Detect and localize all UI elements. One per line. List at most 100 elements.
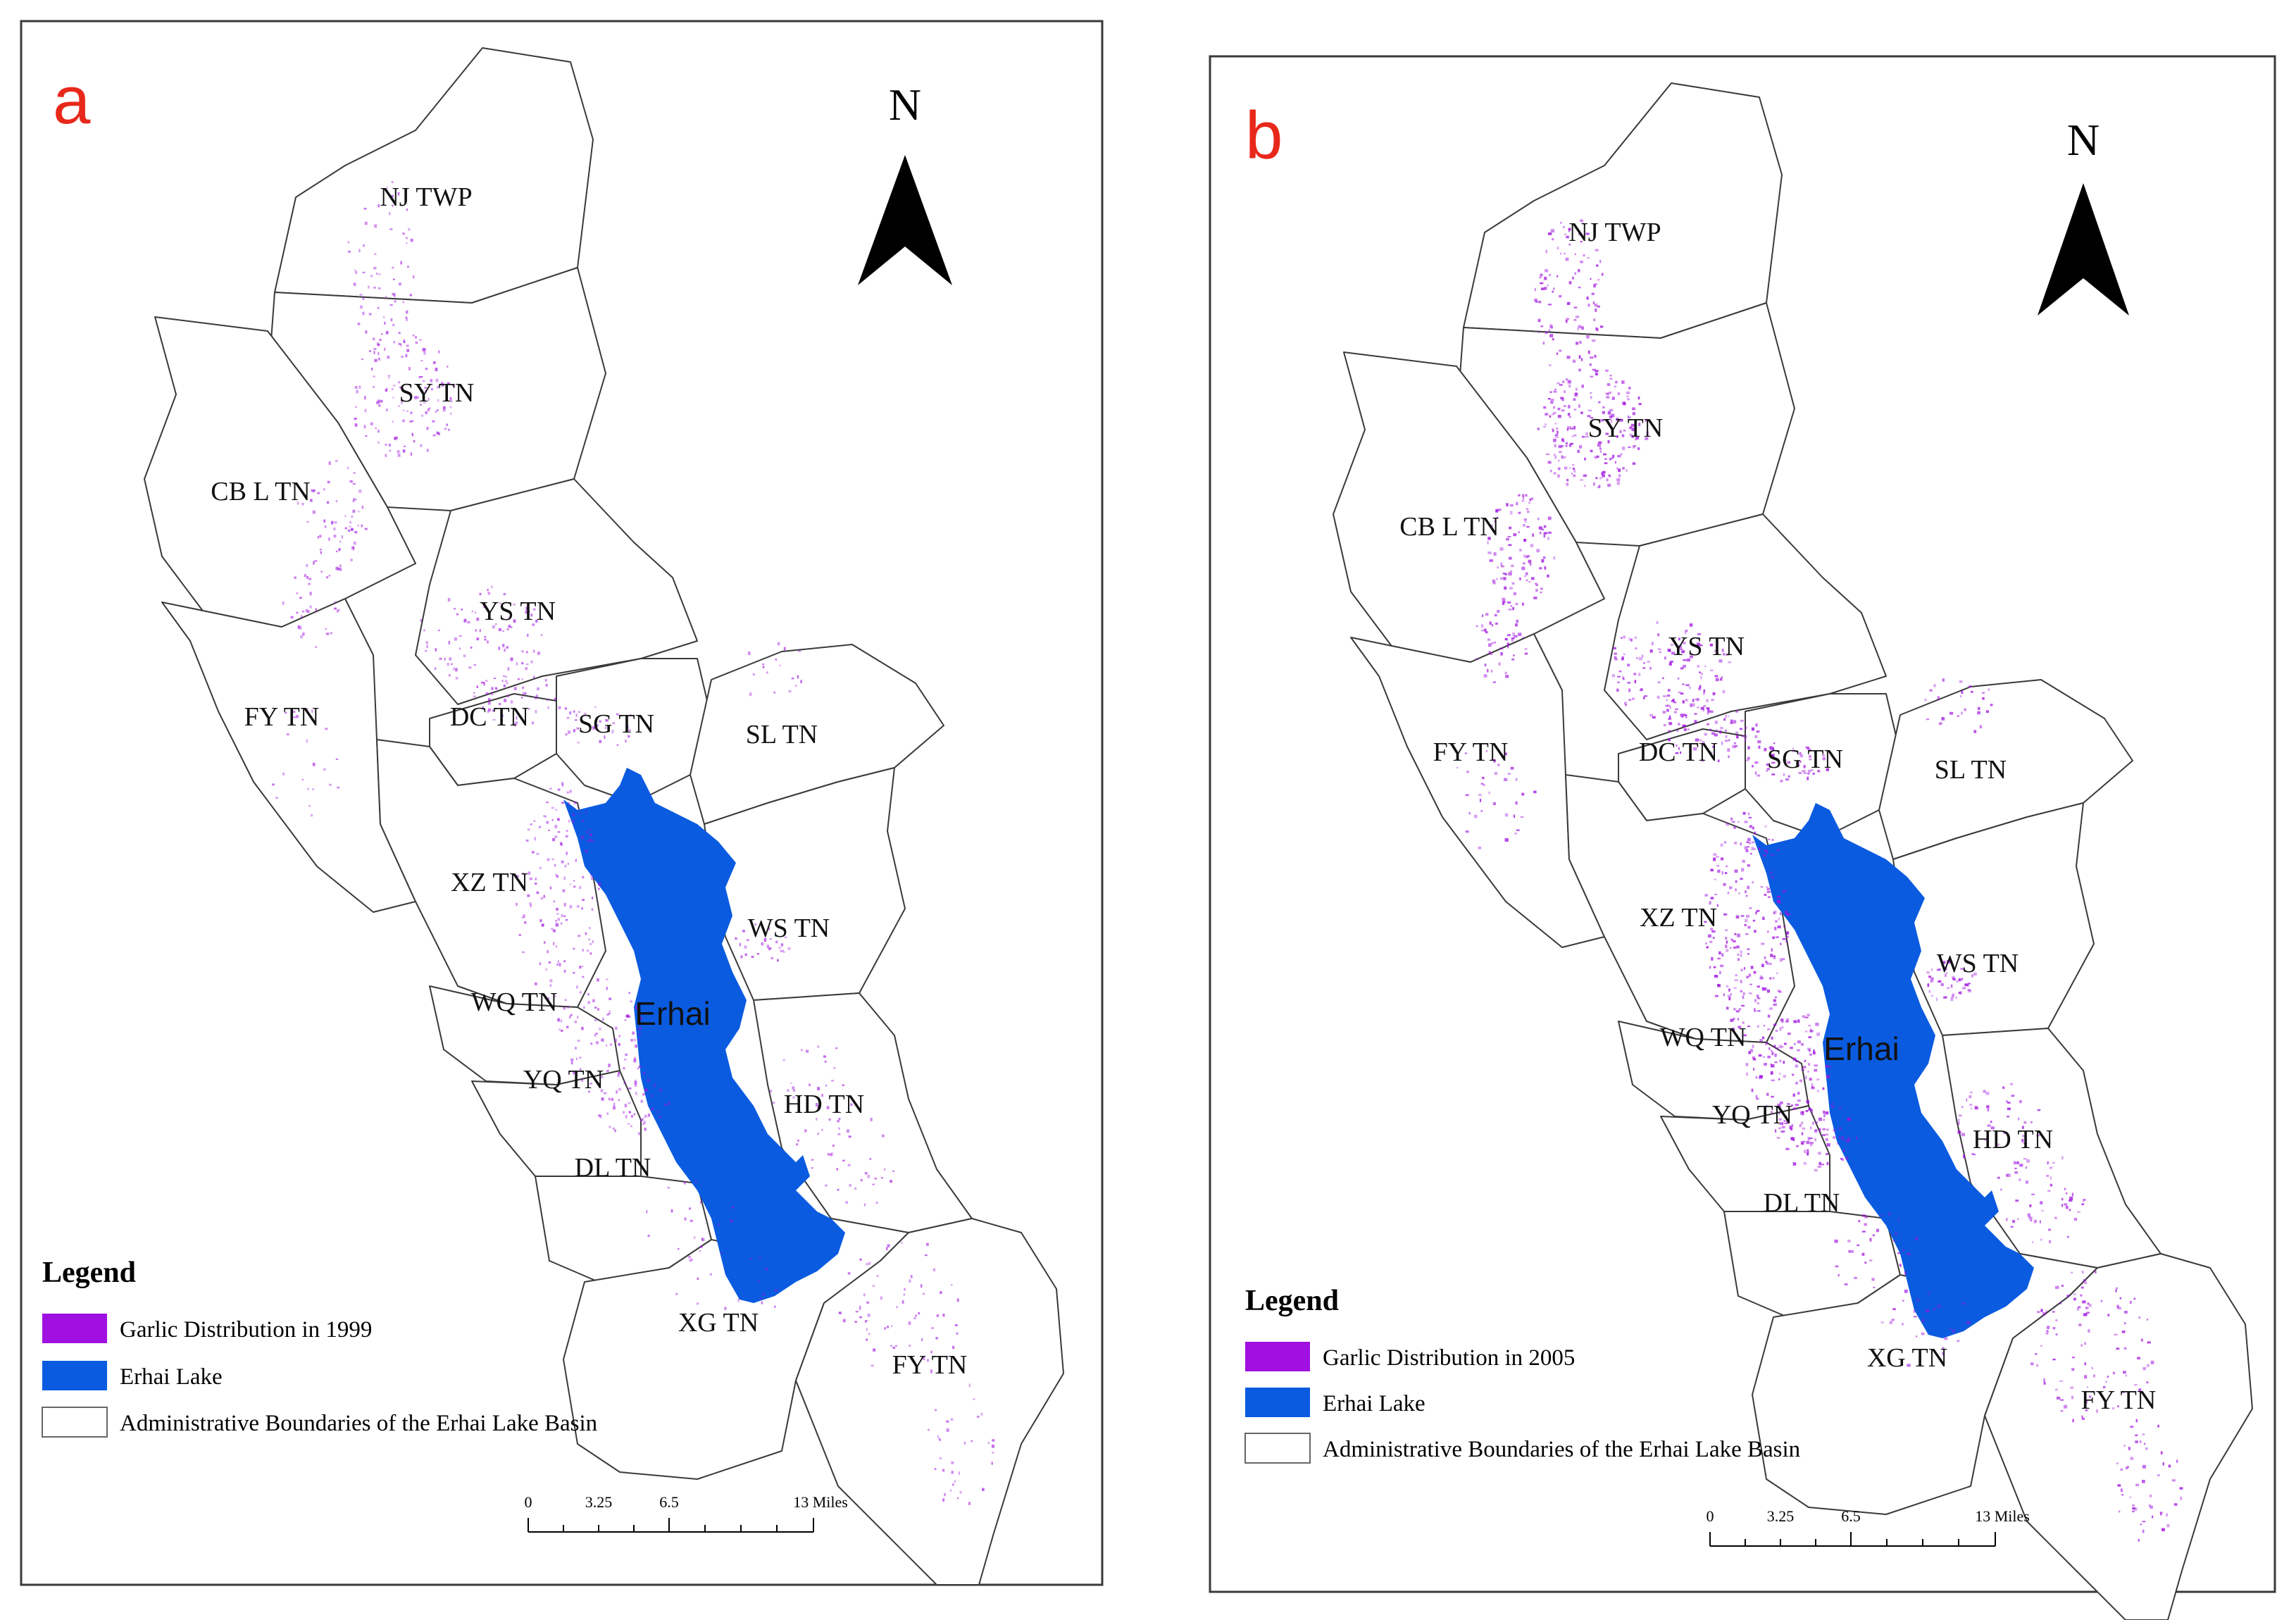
garlic-speck <box>775 659 777 661</box>
garlic-speck <box>1513 533 1517 537</box>
garlic-speck <box>2007 1173 2011 1177</box>
garlic-speck <box>556 913 559 915</box>
garlic-speck <box>506 694 509 698</box>
garlic-speck <box>1733 826 1736 829</box>
garlic-speck <box>1503 577 1506 580</box>
garlic-speck <box>434 667 437 670</box>
garlic-speck <box>525 692 527 695</box>
garlic-speck <box>1678 637 1680 641</box>
garlic-speck <box>2123 1311 2128 1314</box>
garlic-speck <box>839 1311 842 1314</box>
garlic-speck <box>1852 1250 1854 1253</box>
legend-swatch-lake <box>42 1361 107 1390</box>
garlic-speck <box>1760 975 1762 978</box>
garlic-speck <box>634 1083 637 1087</box>
garlic-speck <box>1564 252 1566 255</box>
garlic-speck <box>398 342 401 345</box>
garlic-speck <box>1611 674 1616 678</box>
garlic-speck <box>627 1123 630 1125</box>
garlic-speck <box>2030 1219 2033 1222</box>
garlic-speck <box>473 692 475 694</box>
garlic-speck <box>1769 871 1773 875</box>
garlic-speck <box>2089 1395 2092 1398</box>
garlic-speck <box>2017 1218 2019 1221</box>
garlic-speck <box>1621 658 1624 661</box>
district-label: DC TN <box>1639 737 1718 767</box>
garlic-speck <box>587 1001 591 1004</box>
garlic-speck <box>821 1094 823 1097</box>
garlic-speck <box>2006 1218 2008 1221</box>
garlic-speck <box>587 993 589 996</box>
garlic-speck <box>476 685 478 688</box>
garlic-speck <box>527 894 530 897</box>
garlic-speck <box>1792 1093 1795 1097</box>
garlic-speck <box>1899 1264 1902 1267</box>
garlic-speck <box>578 711 580 713</box>
garlic-speck <box>2033 1219 2038 1223</box>
garlic-speck <box>1808 1025 1811 1027</box>
garlic-speck <box>1842 1158 1845 1161</box>
garlic-speck <box>362 271 366 273</box>
garlic-speck <box>1686 659 1690 662</box>
garlic-speck <box>1959 680 1963 683</box>
garlic-speck <box>357 323 361 325</box>
garlic-speck <box>968 1502 971 1505</box>
garlic-speck <box>1771 1049 1773 1052</box>
garlic-speck <box>306 739 308 743</box>
garlic-speck <box>272 783 275 786</box>
garlic-speck <box>1590 375 1594 378</box>
garlic-speck <box>1614 385 1617 388</box>
garlic-speck <box>447 366 449 368</box>
garlic-speck <box>1678 747 1680 750</box>
garlic-speck <box>629 1111 631 1114</box>
garlic-speck <box>667 1187 670 1189</box>
garlic-speck <box>1495 509 1498 513</box>
garlic-speck <box>1731 821 1735 823</box>
garlic-speck <box>331 521 334 524</box>
garlic-speck <box>1719 971 1721 974</box>
garlic-speck <box>1806 747 1809 749</box>
garlic-speck <box>1552 428 1554 431</box>
garlic-speck <box>1754 930 1757 933</box>
garlic-speck <box>1632 462 1636 465</box>
garlic-speck <box>1689 655 1694 659</box>
garlic-speck <box>560 1019 563 1023</box>
garlic-speck <box>784 936 787 938</box>
garlic-speck <box>1709 901 1711 905</box>
garlic-speck <box>2132 1504 2135 1507</box>
garlic-speck <box>1752 919 1756 922</box>
garlic-speck <box>1605 369 1609 372</box>
garlic-speck <box>1814 750 1816 754</box>
garlic-speck <box>554 825 558 828</box>
garlic-speck <box>1621 419 1623 422</box>
garlic-speck <box>563 915 566 917</box>
garlic-speck <box>529 878 532 880</box>
garlic-speck <box>513 619 516 623</box>
garlic-speck <box>792 1096 795 1099</box>
garlic-speck <box>931 1327 934 1329</box>
garlic-speck <box>1709 966 1711 969</box>
garlic-speck <box>774 1305 776 1308</box>
garlic-speck <box>1593 482 1595 486</box>
garlic-speck <box>1822 754 1825 756</box>
garlic-speck <box>633 1059 637 1063</box>
garlic-speck <box>361 524 363 528</box>
garlic-speck <box>1682 683 1685 685</box>
garlic-speck <box>569 904 573 909</box>
garlic-speck <box>1487 537 1491 540</box>
garlic-speck <box>547 858 550 861</box>
garlic-speck <box>1985 1091 1990 1095</box>
garlic-speck <box>568 819 570 823</box>
garlic-speck <box>1826 1075 1830 1078</box>
garlic-speck <box>1510 766 1514 770</box>
garlic-speck <box>1942 1352 1944 1355</box>
garlic-speck <box>392 397 394 399</box>
garlic-speck <box>973 1398 975 1400</box>
garlic-speck <box>350 559 353 561</box>
garlic-speck <box>886 1247 888 1251</box>
district-label: DL TN <box>575 1153 651 1183</box>
garlic-speck <box>1509 587 1513 590</box>
garlic-speck <box>2107 1314 2110 1316</box>
garlic-speck <box>951 1284 953 1286</box>
garlic-speck <box>525 663 529 666</box>
